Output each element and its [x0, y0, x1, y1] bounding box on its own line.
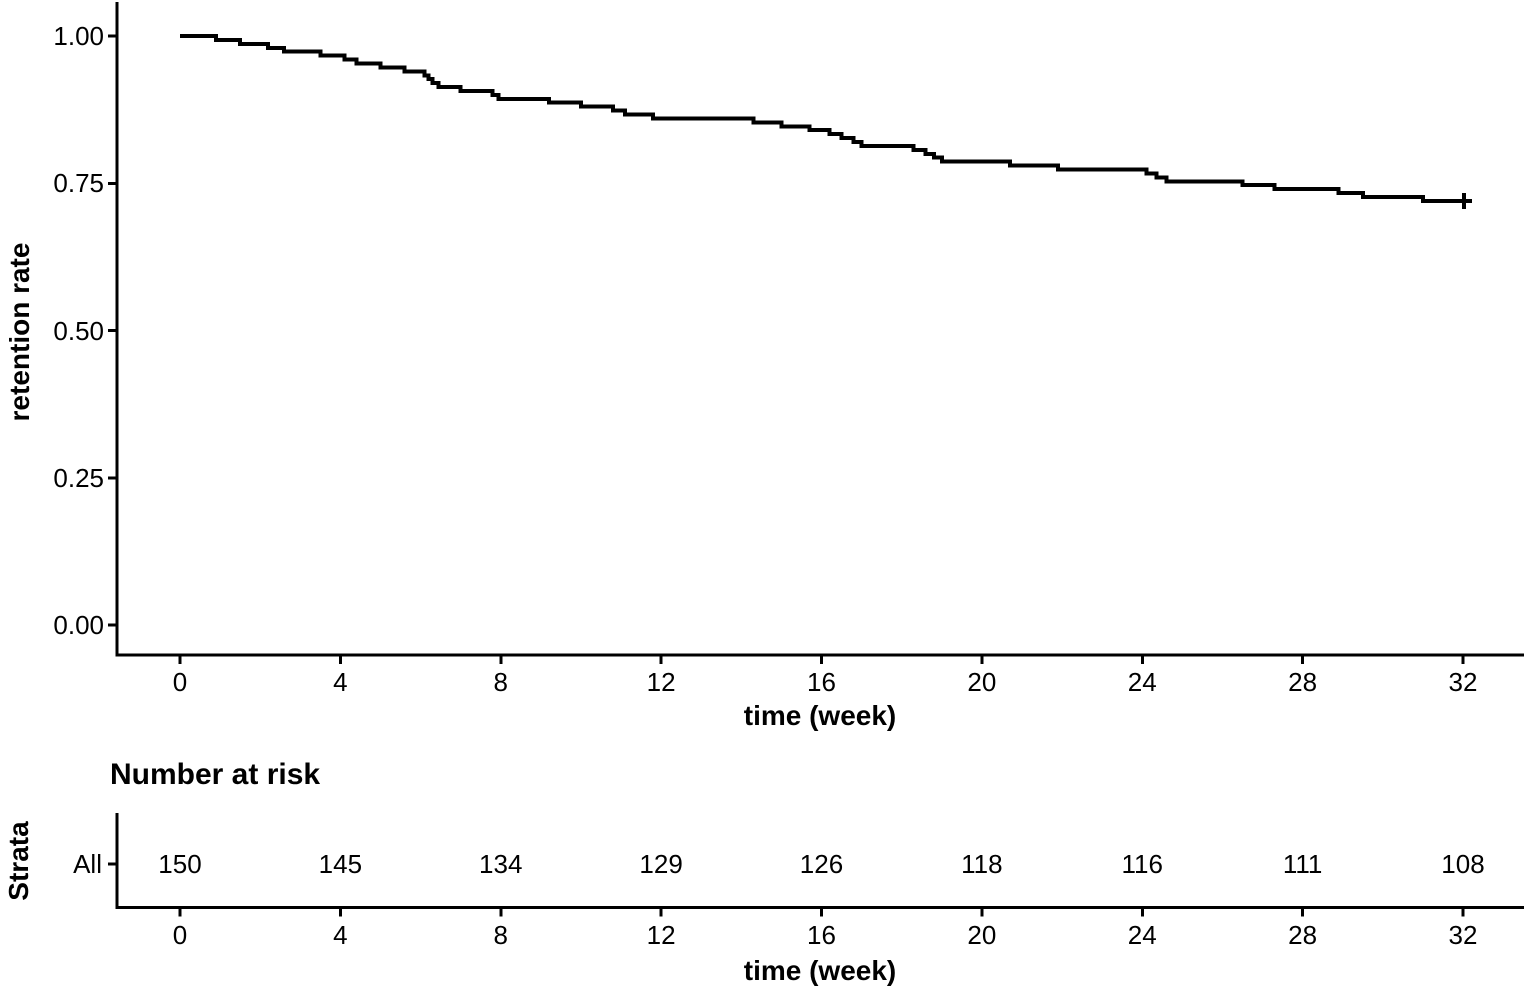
risk-count: 111 — [1282, 849, 1323, 879]
x-tick-label: 28 — [1288, 667, 1318, 697]
y-tick-label: 0.50 — [53, 315, 104, 346]
x-tick-label: 24 — [1127, 667, 1157, 697]
x-tick-label: 32 — [1448, 667, 1478, 697]
risk-x-tick-label: 24 — [1127, 920, 1157, 950]
risk-count: 134 — [479, 849, 523, 879]
x-axis-title: time (week) — [743, 700, 897, 731]
y-tick-label: 1.00 — [53, 21, 104, 51]
risk-count: 145 — [318, 849, 363, 879]
risk-count: 108 — [1441, 849, 1485, 879]
risk-x-tick-label: 0 — [172, 920, 188, 950]
km-step-curve — [180, 34, 1468, 203]
y-tick-label: 0.25 — [53, 462, 104, 493]
risk-count: 126 — [799, 849, 844, 879]
risk-count: 118 — [961, 849, 1003, 879]
risk-x-tick-label: 20 — [967, 920, 997, 950]
risk-table-title: Number at risk — [110, 758, 321, 791]
risk-count: 150 — [158, 849, 202, 879]
y-tick-label: 0.75 — [53, 168, 104, 199]
risk-row-label: All — [73, 849, 102, 879]
x-tick-label: 0 — [172, 667, 188, 697]
survival-curve — [180, 34, 1472, 209]
x-tick-label: 16 — [807, 667, 836, 697]
risk-count: 129 — [639, 849, 683, 879]
x-tick-label: 8 — [493, 667, 508, 697]
x-tick-label: 12 — [646, 667, 676, 697]
risk-x-tick-label: 4 — [333, 920, 348, 950]
risk-x-tick-label: 16 — [807, 920, 836, 950]
y-tick-label: 0.00 — [53, 610, 104, 640]
axis-lines — [108, 2, 1524, 917]
x-tick-label: 4 — [333, 667, 348, 697]
risk-x-tick-label: 8 — [493, 920, 508, 950]
risk-x-tick-label: 32 — [1448, 920, 1478, 950]
risk-x-axis-title: time (week) — [743, 955, 897, 986]
risk-x-tick-label: 12 — [646, 920, 676, 950]
risk-count: 116 — [1121, 849, 1163, 879]
x-tick-label: 20 — [967, 667, 997, 697]
risk-x-tick-label: 28 — [1288, 920, 1318, 950]
